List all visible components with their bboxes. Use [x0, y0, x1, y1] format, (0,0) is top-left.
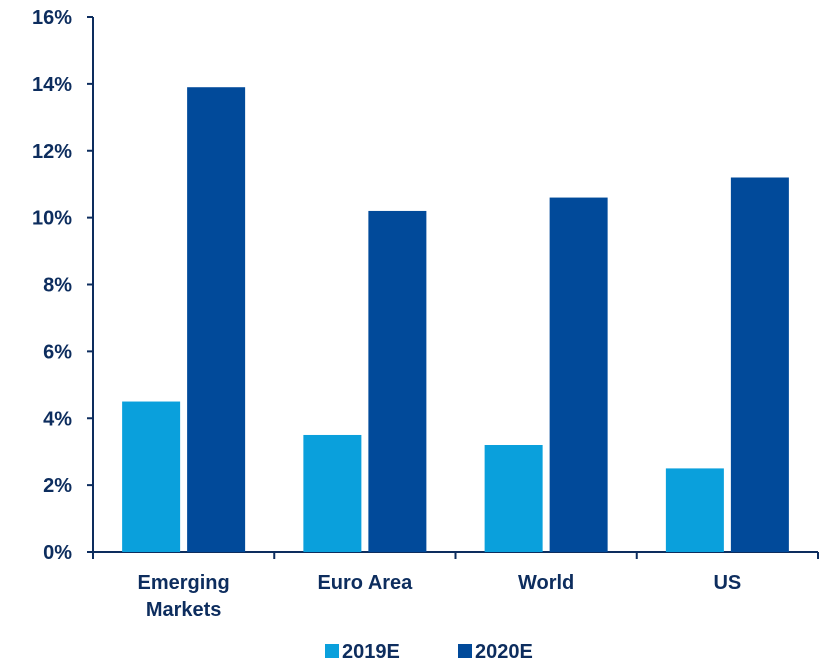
category-labels: Emerging Markets Euro Area World US: [138, 572, 742, 621]
y-tick-label: 10%: [32, 208, 72, 230]
legend-label-2019E: 2019E: [342, 641, 400, 663]
bar-2019E-3: [666, 468, 724, 552]
category-label: Euro Area: [317, 572, 413, 594]
legend: 2019E 2020E: [325, 641, 533, 663]
bar-2020E-2: [550, 198, 608, 552]
category-label: World: [518, 572, 574, 594]
category-label: Markets: [146, 599, 222, 621]
y-tick-label: 0%: [43, 542, 72, 564]
y-tick-label: 4%: [43, 408, 72, 430]
y-tick-labels: 0% 2% 4% 6% 8% 10% 12% 14% 16%: [32, 7, 72, 564]
y-tick-label: 2%: [43, 475, 72, 497]
y-tick-label: 16%: [32, 7, 72, 29]
bar-2020E-0: [187, 87, 245, 552]
category-label: Emerging: [138, 572, 230, 594]
legend-swatch-2020E: [458, 644, 472, 658]
category-label: US: [713, 572, 741, 594]
legend-label-2020E: 2020E: [475, 641, 533, 663]
y-tick-label: 12%: [32, 141, 72, 163]
legend-swatch-2019E: [325, 644, 339, 658]
bars: [122, 87, 789, 552]
y-tick-label: 6%: [43, 341, 72, 363]
y-tick-label: 14%: [32, 74, 72, 96]
bar-2019E-1: [303, 435, 361, 552]
bar-2019E-2: [485, 445, 543, 552]
bar-2020E-1: [368, 211, 426, 552]
bar-2020E-3: [731, 178, 789, 553]
y-tick-label: 8%: [43, 275, 72, 297]
bar-2019E-0: [122, 402, 180, 552]
